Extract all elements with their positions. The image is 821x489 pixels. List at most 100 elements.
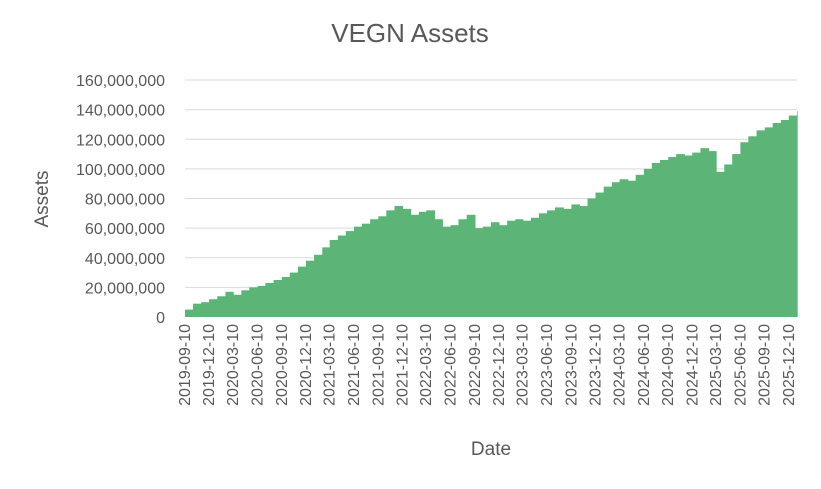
x-tick-label: 2019-12-10 bbox=[201, 324, 218, 406]
bar bbox=[651, 162, 661, 317]
bar bbox=[402, 208, 412, 317]
bar bbox=[337, 235, 347, 317]
bar bbox=[466, 214, 476, 317]
bar bbox=[426, 210, 435, 317]
x-tick-label: 2023-06-10 bbox=[539, 324, 556, 406]
bar bbox=[305, 260, 315, 317]
x-tick-label: 2020-12-10 bbox=[298, 324, 315, 406]
bar bbox=[595, 192, 605, 317]
x-axis-ticks: 2019-09-10 2019-12-10 2020-03-10 2020-06-10… bbox=[177, 324, 798, 406]
y-tick-label: 160,000,000 bbox=[76, 73, 165, 90]
bar bbox=[281, 277, 291, 317]
bar bbox=[619, 179, 629, 317]
bar bbox=[684, 155, 693, 317]
bar bbox=[394, 205, 403, 317]
bars bbox=[185, 111, 798, 318]
y-axis-ticks: 0 20,000,000 40,000,000 60,000,000 80,000,00… bbox=[76, 73, 165, 327]
bar bbox=[515, 219, 524, 317]
x-tick-label: 2021-03-10 bbox=[322, 324, 339, 406]
x-tick-label: 2022-06-10 bbox=[443, 324, 460, 406]
x-tick-label: 2024-12-10 bbox=[684, 324, 701, 406]
y-axis-label: Assets bbox=[32, 170, 53, 227]
bar bbox=[522, 220, 532, 317]
x-tick-label: 2021-06-10 bbox=[346, 324, 363, 406]
bar bbox=[273, 279, 283, 317]
x-tick-label: 2020-03-10 bbox=[225, 324, 242, 406]
x-tick-label: 2022-03-10 bbox=[418, 324, 435, 406]
bar bbox=[418, 211, 427, 317]
y-tick-label: 20,000,000 bbox=[85, 280, 165, 297]
bar bbox=[289, 272, 299, 317]
bar bbox=[257, 285, 266, 317]
x-tick-label: 2020-06-10 bbox=[250, 324, 267, 406]
x-tick-label: 2019-09-10 bbox=[177, 324, 194, 406]
chart-title: VEGN Assets bbox=[331, 18, 489, 48]
x-tick-label: 2022-09-10 bbox=[467, 324, 484, 406]
bar bbox=[756, 130, 766, 317]
bar bbox=[314, 254, 323, 317]
bar bbox=[233, 294, 242, 317]
x-tick-label: 2025-03-10 bbox=[708, 324, 725, 406]
x-tick-label: 2023-12-10 bbox=[588, 324, 605, 406]
bar bbox=[530, 217, 540, 317]
bar bbox=[780, 119, 790, 318]
bar bbox=[217, 296, 227, 317]
x-tick-label: 2025-06-10 bbox=[732, 324, 749, 406]
x-tick-label: 2023-09-10 bbox=[563, 324, 580, 406]
bar bbox=[555, 207, 564, 317]
bar bbox=[370, 219, 379, 317]
y-tick-label: 140,000,000 bbox=[76, 103, 165, 120]
bar bbox=[297, 266, 307, 317]
bar bbox=[708, 151, 717, 317]
bar bbox=[587, 198, 597, 317]
x-tick-label: 2023-03-10 bbox=[515, 324, 532, 406]
x-tick-label: 2022-12-10 bbox=[491, 324, 508, 406]
bar bbox=[410, 214, 420, 317]
bar bbox=[378, 216, 387, 317]
bar bbox=[265, 282, 275, 317]
bar bbox=[209, 299, 218, 317]
x-tick-label: 2024-06-10 bbox=[636, 324, 653, 406]
bar bbox=[724, 164, 733, 317]
bar bbox=[386, 210, 396, 317]
bar bbox=[676, 154, 685, 317]
bar bbox=[538, 213, 548, 317]
y-tick-label: 120,000,000 bbox=[76, 132, 165, 149]
bar bbox=[442, 226, 452, 317]
bar bbox=[547, 210, 556, 317]
bar bbox=[635, 174, 645, 317]
bar bbox=[660, 159, 669, 317]
x-tick-label: 2021-09-10 bbox=[370, 324, 387, 406]
bar bbox=[201, 302, 210, 317]
x-tick-label: 2024-03-10 bbox=[612, 324, 629, 406]
bar bbox=[571, 204, 580, 317]
bar bbox=[450, 225, 460, 317]
bar bbox=[788, 115, 798, 317]
bar bbox=[772, 122, 782, 318]
bar bbox=[692, 152, 702, 317]
y-tick-label: 60,000,000 bbox=[85, 221, 165, 238]
bar bbox=[329, 239, 339, 317]
bar bbox=[700, 148, 710, 317]
bar bbox=[322, 247, 331, 317]
bar bbox=[764, 127, 774, 318]
x-tick-label: 2025-09-10 bbox=[757, 324, 774, 406]
bar bbox=[345, 231, 355, 317]
x-tick-label: 2025-12-10 bbox=[781, 324, 798, 406]
bar bbox=[361, 223, 371, 317]
bar bbox=[797, 111, 798, 317]
bar bbox=[732, 154, 741, 317]
bar bbox=[563, 208, 572, 317]
bar bbox=[249, 287, 259, 318]
bar bbox=[603, 186, 613, 317]
bar bbox=[434, 219, 443, 317]
bar bbox=[507, 220, 516, 317]
bar bbox=[241, 290, 250, 317]
bar bbox=[354, 226, 363, 317]
y-tick-label: 40,000,000 bbox=[85, 251, 165, 268]
bar bbox=[643, 168, 653, 318]
bar bbox=[458, 219, 468, 317]
x-axis-label: Date bbox=[471, 439, 511, 460]
